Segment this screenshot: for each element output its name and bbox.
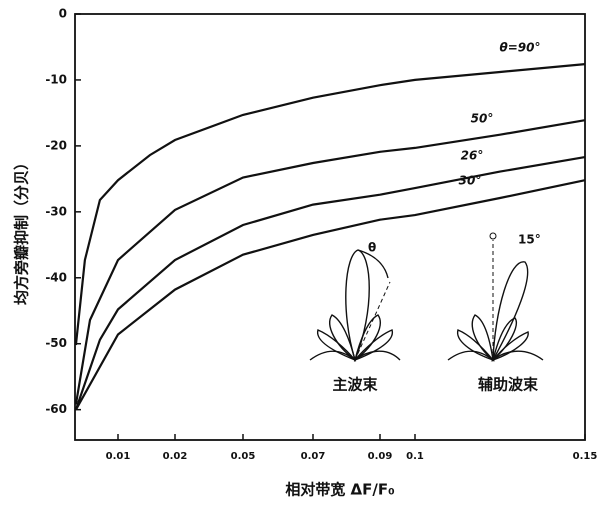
- y-tick-label: -50: [45, 336, 67, 350]
- curve-label: 26°: [461, 149, 484, 163]
- x-tick-label: 0.1: [406, 451, 424, 462]
- y-tick-label: 0: [59, 7, 67, 21]
- curve: [76, 120, 585, 404]
- y-tick-label: -40: [45, 270, 67, 284]
- y-tick-label: -60: [45, 402, 67, 416]
- y-tick-label: -20: [45, 138, 67, 152]
- main-beam-label: 主波束: [332, 376, 378, 394]
- x-tick-label: 0.02: [163, 451, 188, 462]
- y-tick-label: -30: [45, 204, 67, 218]
- theta-label: θ: [368, 241, 376, 255]
- y-axis-label: 均方旁瓣抑制（分贝）: [13, 155, 31, 305]
- chart: θ 15° 主波束 辅助波束 相对带宽 ΔF/F₀ 均方旁瓣抑制（分贝） 0 -1…: [0, 0, 598, 505]
- curve: [76, 64, 585, 345]
- angle-label: 15°: [518, 233, 541, 247]
- x-tick-label: 0.01: [106, 451, 131, 462]
- x-tick-label: 0.07: [301, 451, 326, 462]
- curve-label: θ=90°: [500, 41, 541, 55]
- curve-label: 30°: [459, 174, 482, 188]
- aux-beam-sketch: 15°: [448, 233, 543, 361]
- main-beam-sketch: θ: [310, 241, 400, 361]
- x-tick-label: 0.15: [573, 451, 598, 462]
- x-axis-label: 相对带宽 ΔF/F₀: [285, 481, 394, 499]
- y-tick-label: -10: [45, 72, 67, 86]
- curve-label: 50°: [471, 112, 494, 126]
- aux-beam-label: 辅助波束: [478, 376, 539, 394]
- curve: [76, 157, 585, 410]
- x-tick-label: 0.09: [368, 451, 393, 462]
- x-tick-label: 0.05: [231, 451, 256, 462]
